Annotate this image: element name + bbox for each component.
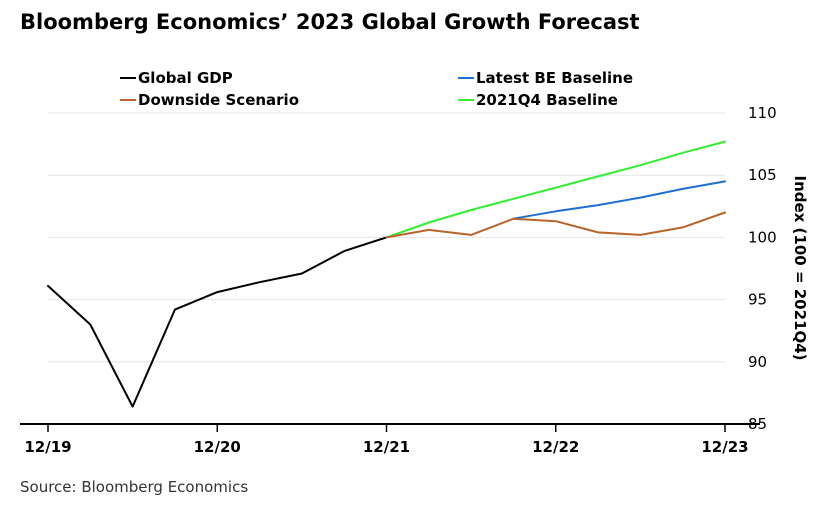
- y-axis-label: Index (100 = 2021Q4): [791, 175, 809, 360]
- x-tick-label-12-19: 12/19: [24, 438, 71, 456]
- series-lines: [47, 140, 726, 408]
- legend-label-latest-be-baseline: Latest BE Baseline: [476, 69, 633, 87]
- chart-title: Bloomberg Economics’ 2023 Global Growth …: [20, 10, 640, 34]
- x-tick-label-12-23: 12/23: [701, 438, 748, 456]
- source-note: Source: Bloomberg Economics: [20, 478, 249, 496]
- tick-labels: 85 90 95 100 105 110 12/19 12/20 12/21 12/22 12/23: [24, 104, 776, 456]
- y-tick-label-110: 110: [748, 104, 777, 122]
- series-line-downside-scenario: [385, 211, 726, 239]
- x-tick-label-12-21: 12/21: [363, 438, 410, 456]
- series-line-latest-be-baseline: [512, 180, 726, 220]
- series-line-global-gdp: [47, 236, 388, 408]
- y-tick-label-105: 105: [748, 166, 777, 184]
- legend-label-downside-scenario: Downside Scenario: [138, 91, 299, 109]
- y-tick-label-85: 85: [748, 415, 767, 433]
- x-tick-label-12-22: 12/22: [532, 438, 579, 456]
- legend-label-2021q4-baseline: 2021Q4 Baseline: [476, 91, 618, 109]
- legend-label-global-gdp: Global GDP: [138, 69, 233, 87]
- y-tick-label-90: 90: [748, 353, 767, 371]
- x-tick-label-12-20: 12/20: [194, 438, 241, 456]
- legend: Global GDP Latest BE Baseline Downside Sce…: [120, 69, 633, 109]
- y-tick-label-100: 100: [748, 228, 777, 246]
- y-tick-label-95: 95: [748, 291, 767, 309]
- series-line-2021q4-baseline: [385, 140, 726, 239]
- axes: [20, 423, 760, 432]
